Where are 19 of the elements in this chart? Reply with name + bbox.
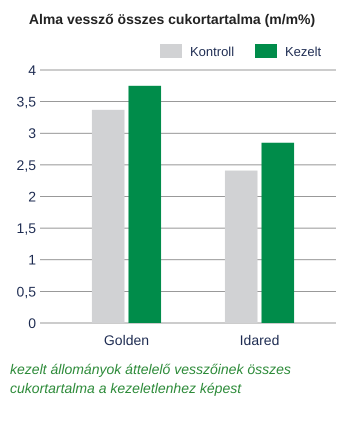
y-tick-label: 0 xyxy=(28,314,36,331)
bar xyxy=(224,170,258,323)
y-tick-label: 4 xyxy=(28,62,36,78)
text: kezelt állományok áttelelő vesszőinek összes cukortartalma a kezeletlenhez képest xyxy=(10,361,291,396)
y-tick-label: 2 xyxy=(28,188,36,204)
bar xyxy=(128,86,162,323)
y-tick-label: 1,5 xyxy=(16,220,36,236)
y-tick-label: 3 xyxy=(28,125,36,142)
bar xyxy=(262,142,294,323)
x-tick-label: Idared xyxy=(240,332,280,348)
legend-label: Kezelt xyxy=(285,44,322,59)
y-tick-label: 1 xyxy=(28,252,36,268)
legend-label: Kontroll xyxy=(190,44,234,59)
chart-title: Alma vessző összes cukortartalma (m/m%) xyxy=(28,11,316,27)
y-tick-label: 0,5 xyxy=(16,283,36,300)
bar xyxy=(92,110,124,323)
y-tick-label: 3,5 xyxy=(16,94,36,110)
y-tick-label: 2,5 xyxy=(16,156,36,173)
x-tick-label: Golden xyxy=(104,332,150,348)
